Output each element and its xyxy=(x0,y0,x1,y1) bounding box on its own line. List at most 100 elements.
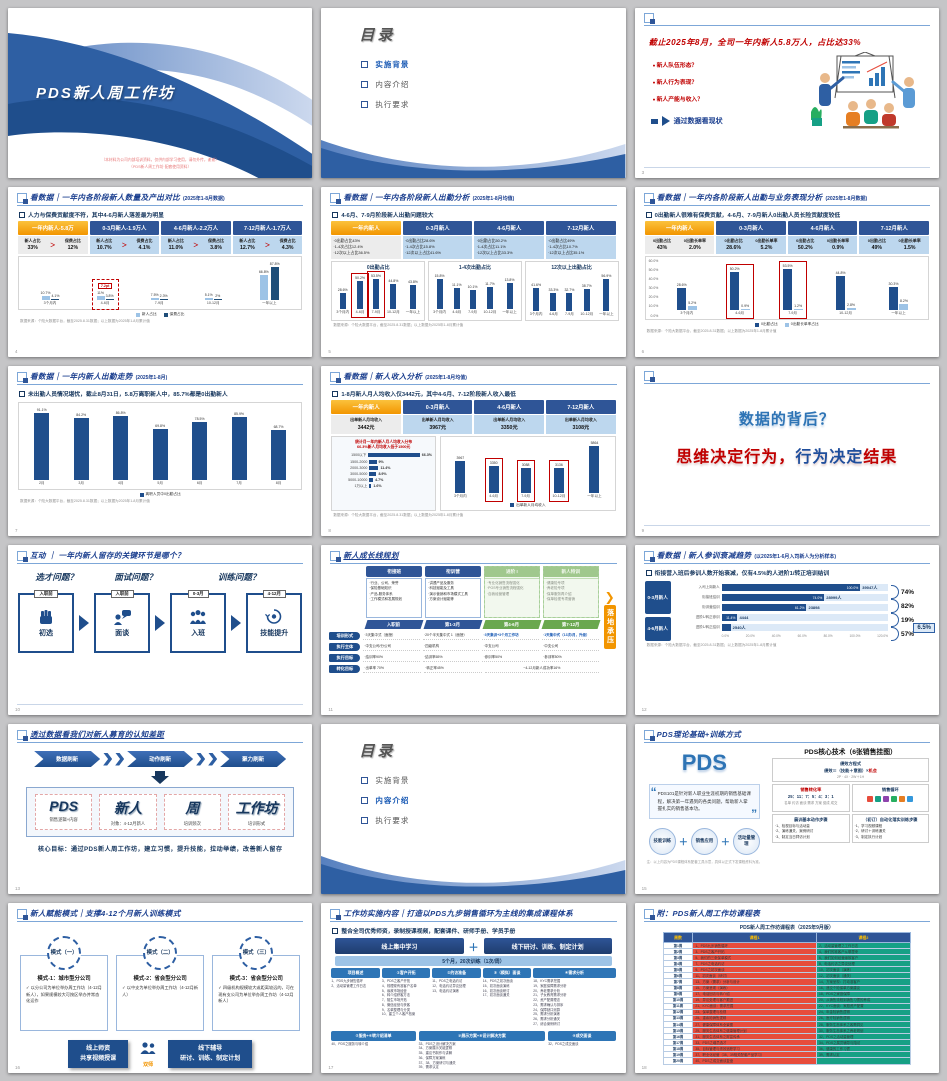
bar xyxy=(793,309,803,310)
bar-group: 11.7% 10-12月 xyxy=(481,280,500,317)
list-item: 保险基础知识 xyxy=(369,586,419,591)
list-item: 新人产能与收入？ xyxy=(653,94,791,103)
slide-17-curriculum[interactable]: 工作坊实施内容｜打造以PDS九步销售循环为主线的集成课程体系 整合全司优秀师资，… xyxy=(321,903,626,1073)
category-label: 10-12月 xyxy=(580,312,594,317)
slide-title-icon xyxy=(17,550,28,562)
bar xyxy=(150,297,159,301)
bar xyxy=(357,281,364,310)
legend-item: 0出勤占比 xyxy=(754,322,778,327)
bar xyxy=(368,453,420,458)
column-header: 课程2 xyxy=(815,932,912,943)
bar-group: 50.2% 0.9% 4-6月 xyxy=(727,265,753,318)
square-bullet-icon xyxy=(361,61,369,68)
bar xyxy=(373,279,380,310)
list-item: ·0出勤占比49% xyxy=(548,238,575,243)
slide-13-cognition-gap[interactable]: 透过数据看我们对新人募育的认知差距 数据刷新 动作刷新 聚力刷新 PDS 销售逻辑… xyxy=(8,724,313,894)
bar-group: 69.8% 5月 xyxy=(150,422,171,489)
bar-value-label: 5864 xyxy=(590,441,599,445)
cohort-header: 7-12月新人 xyxy=(546,400,616,414)
toc-item-content: 内容介绍 xyxy=(361,79,625,90)
category-label: 10-12月 xyxy=(552,493,566,498)
list-item: 16、初次面谈研讨 xyxy=(482,988,510,993)
slide-05-attendance-analysis[interactable]: 看数据｜一年内各阶段新人出勤分析 (2025年1-8月均值) 4-6月、7-9月阶… xyxy=(321,187,626,357)
slide-08-income-analysis[interactable]: 看数据｜新人收入分析 (2025年1-8月均值) 1-8月新人月人均收入仅3442… xyxy=(321,366,626,536)
chip-icon xyxy=(867,796,874,802)
chevron-right-icon xyxy=(155,615,166,631)
bar-chart-plot: 41.6% 3个月内 33.3% 4-6月 32.7% 7-9月 38.7% 10-12月 56… xyxy=(527,272,617,319)
table-row: 第11周 21、KYC面谈：需求挖掘 22、KYC面谈：家庭资产配置 xyxy=(662,1002,912,1010)
cohort-header: 0-3月新人 xyxy=(716,221,786,235)
pillar-circle: 技能训练 xyxy=(648,827,676,855)
cohort-side-labels: 0-3月新人 4-6月新人 xyxy=(644,581,671,641)
stage-chip: 第1-3月 xyxy=(423,620,483,629)
slide-07-attendance-trend[interactable]: 看数据｜一年内新人出勤走势 (2025年1-8月) 未出勤人员情况堪忧，截止8月3… xyxy=(8,366,313,536)
pds-logo-text: PDS xyxy=(681,750,727,775)
color-chips xyxy=(855,794,926,804)
cohort-stats: 出单新人月均收入 3108元 xyxy=(546,415,616,434)
slide-03-current-status[interactable]: 截止2025年8月，全司一年内新人5.8万人，占比达33% 新人队伍形态？ 新人行… xyxy=(634,8,939,178)
slide-06-attendance-business[interactable]: 看数据｜一年内各阶段新人出勤与业务表现分析 (2025年1-8月数据) 0出勤新人… xyxy=(634,187,939,357)
square-bullet-icon xyxy=(361,777,369,784)
list-item: 自我经营管理 xyxy=(487,592,537,597)
slide-11-growth-path[interactable]: 新人成长线规划 衔接班 行业、公司、荣誉保险基础知识产品-服务体系工作模式和发展… xyxy=(321,545,626,715)
cohort-header-row: 一年内新人-5.8万 0-3月新人-1.9万人 4-6月新人-2.2万人 7-1… xyxy=(18,221,303,235)
table-row: 第13周 25、重疾险销售逻辑 26、医疗险销售逻辑 xyxy=(662,1014,912,1023)
column-header: 课程1 xyxy=(692,932,817,943)
slide-10-retention-question[interactable]: 互动 ｜ 一年内新人留存的关键环节是哪个？ 选才问题？ 面试问题？ 训练问题？ … xyxy=(8,545,313,715)
data-source-note: 数据来源：个险大数据平台，截至2025.8.31数据；以上数据为2025年1-8… xyxy=(20,499,150,504)
cohort-header: 一年内新人 xyxy=(331,400,401,414)
page-number: 12 xyxy=(641,707,647,712)
bar-value-label: 50.2% xyxy=(355,276,366,281)
bar xyxy=(740,309,750,310)
bar-value-label: 53.5% xyxy=(371,274,381,279)
list-item: 健康险专项 xyxy=(546,581,596,586)
page-number: 9 xyxy=(641,528,645,533)
legend-item: 离职人员中0出勤占比 xyxy=(139,492,181,497)
core-goal: 核心目标：通过PDS新人周工作坊，建立习惯，提升技能，拉动举绩，改善新人留存 xyxy=(37,846,283,853)
bar-group: 5864 一年以上 xyxy=(584,439,604,501)
category-label: 3个月内 xyxy=(336,310,350,315)
bar-group: 3967 3个月内 xyxy=(451,454,470,501)
pillar-circle: 活动量管理 xyxy=(732,827,760,855)
chevron-icon xyxy=(208,752,218,766)
table-caption: PDS新人周工作坊课程表（2025年9月版） xyxy=(739,925,834,931)
hbar-row: 2000-3000 11.4% xyxy=(335,465,432,470)
data-source-note: 数据来源：个险大数据平台，截至2025.8.31数据；以上数据为2025年1-8… xyxy=(20,319,150,324)
pds-description-quote: PDS101是针对新人职业生涯初期的销售基础课程，解决第一年遇到的各类问题，帮助… xyxy=(648,782,761,824)
list-item: 保单检视专项营销 xyxy=(546,597,596,602)
slide-18-course-schedule[interactable]: 附：PDS新人周工作坊课程表 PDS新人周工作坊课程表（2025年9月版） 周数… xyxy=(634,903,939,1073)
stage-chip: 第4-6月 xyxy=(482,620,542,629)
list-item: 18、KYC需求挖掘 xyxy=(533,979,561,983)
slide-title: 看数据｜一年内各阶段新人出勤与业务表现分析 xyxy=(656,193,823,202)
list-item: 33、PDS之设计解决方案 xyxy=(418,1041,456,1046)
mode-badge: 模式（一） xyxy=(47,936,82,970)
list-item: 3、制定执行计划 xyxy=(855,835,926,840)
slide-12-training-decay[interactable]: 看数据｜新人参训衰减趋势 (以2025年1-6月入司新人为分析样本) 衔接营入班后… xyxy=(634,545,939,715)
category-label: 4-6月 xyxy=(452,309,462,314)
slide-title-icon xyxy=(643,908,655,920)
course-col-service-referral: ⑤服务+⑥转介绍清单 40、PDS之服务与转介绍 xyxy=(331,1030,416,1047)
slide-02-toc[interactable]: 目录 实施背景 内容介绍 执行要求 xyxy=(321,8,626,178)
bar-value-label: 11.1% xyxy=(451,283,462,288)
grouped-bar-chart: 10.7% 4.1% 3个月内 7.2pt 11% 3.8% 4-6月 7.5% 2.3% 7-9… xyxy=(18,256,303,311)
slide-title-suffix: (2025年1-8月均值) xyxy=(472,196,515,202)
slide-16-enablement-modes[interactable]: 新人赋能模式｜支撑4-12个月新人训练模式 模式（一） 模式-1：城市型分公司 ✓… xyxy=(8,903,313,1073)
cohort-stats: ·0出勤占比50.2% ·1-4次占比11.1% ·12次以上占比33.3% xyxy=(474,236,545,260)
bar-chart: 28.6% 3个月内 50.2% 4-6月 53.5% 7-9月 44.8% 10-12月 43… xyxy=(333,272,423,317)
table-row: 第6周 11、初次面谈（研讨） 12、初次面谈（通关） xyxy=(662,972,912,980)
slide-title-icon xyxy=(330,908,342,920)
chart-legend: 出单新人月均收入 xyxy=(443,503,613,508)
slide-01-cover[interactable]: PDS新人周工作坊 （本材料为公司内部培训资料，仅供内部学习使用，请勿外传，谢谢… xyxy=(8,8,313,178)
slide-title-icon xyxy=(17,908,28,920)
category-label: 一年以上 xyxy=(405,310,421,315)
slide-04-headcount-output[interactable]: 看数据｜一年内各阶段新人数量及产出对比 (2025年1-8月数据) 人力与保费贡献… xyxy=(8,187,313,357)
category-label: 4-6月 xyxy=(549,312,558,317)
slide-09-message[interactable]: 数据的背后？ 思维决定行为，行为决定结果 9 xyxy=(634,366,939,536)
slide-14-toc[interactable]: 目录 实施背景 内容介绍 执行要求 xyxy=(321,724,626,894)
list-item: 34、方案展示关键逻辑 xyxy=(418,1046,453,1051)
slide-15-pds-theory[interactable]: PDS理论基础+训练方式 PDS PDS101是针对新人职业生涯初期的销售基础课… xyxy=(634,724,939,894)
y-axis-tick: 60.0% xyxy=(648,259,659,263)
table-row: 第1周 1、PDS九步销售循环 2、活动量管理之工作日志 xyxy=(662,941,912,950)
bar: 61.2% xyxy=(721,604,807,611)
bar-value-label: 56.9% xyxy=(601,274,612,279)
